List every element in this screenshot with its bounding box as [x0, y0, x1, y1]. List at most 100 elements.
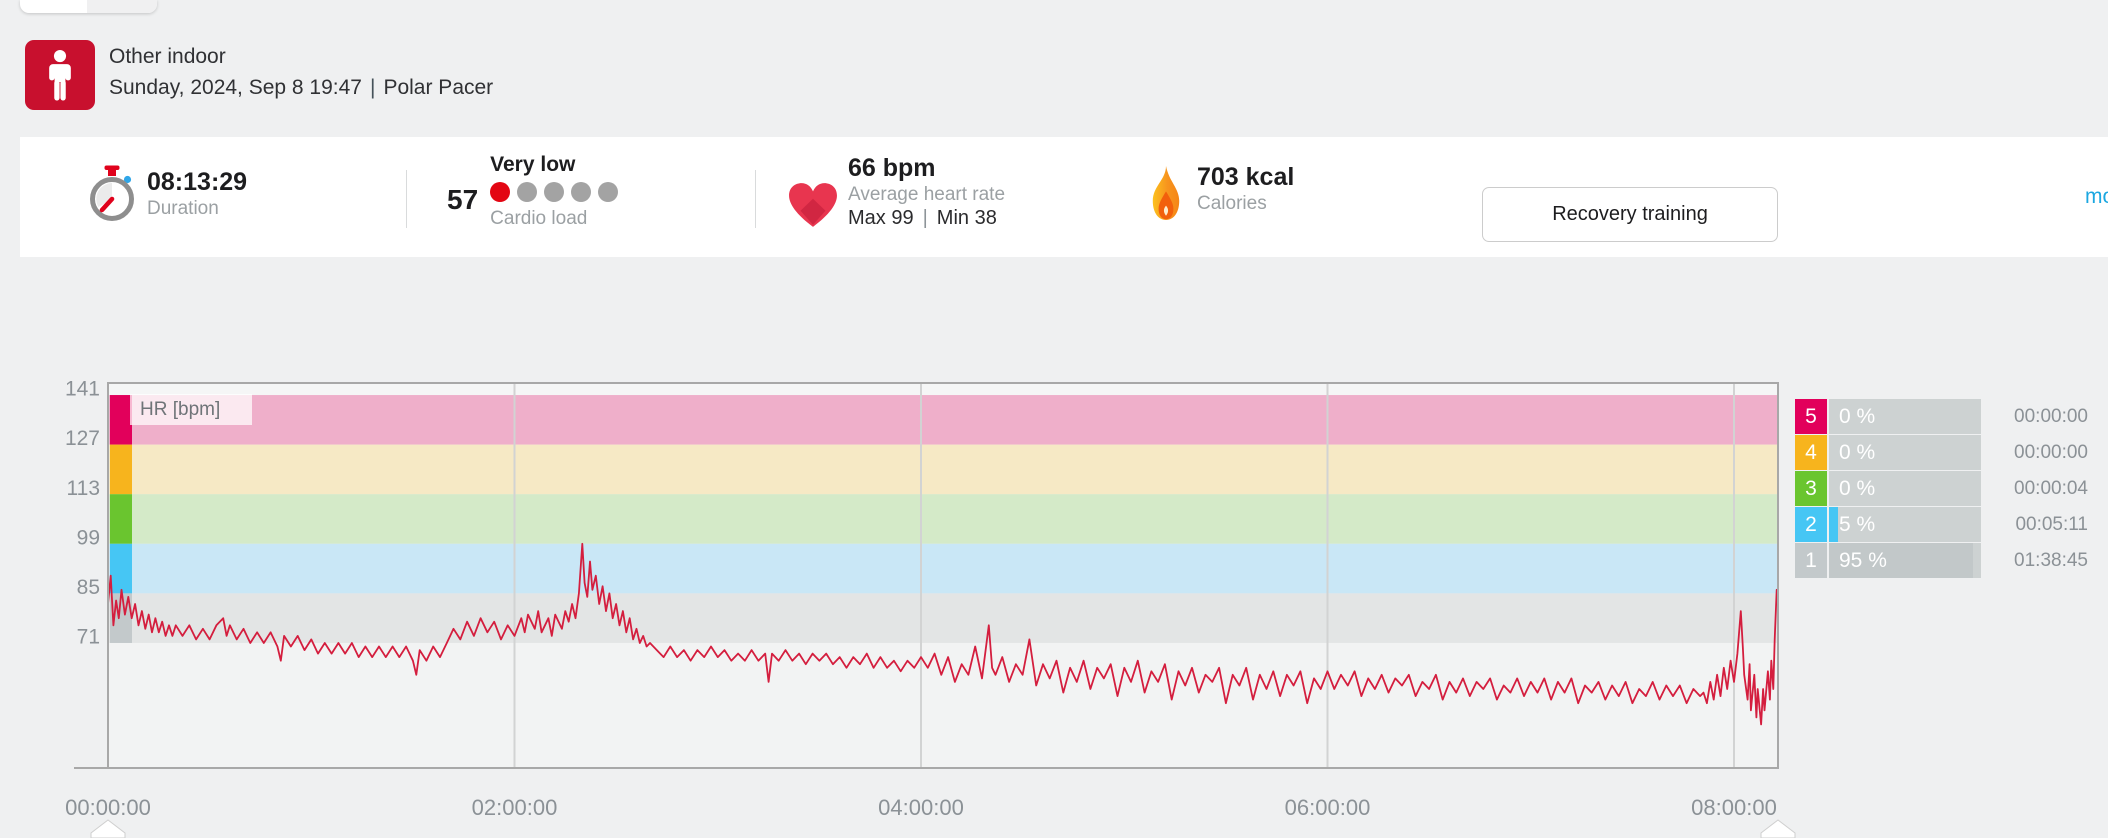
zone-indicator-block-3 — [110, 494, 132, 544]
cardio-load-score: 57 — [447, 184, 479, 215]
zone-percent-fill — [1829, 543, 1974, 578]
y-axis-label-71: 71 — [77, 626, 100, 649]
zone-percent-label: 5 % — [1839, 512, 1876, 536]
heart-icon — [789, 183, 837, 227]
duration-value: 08:13:29 — [147, 168, 248, 196]
person-standing-icon — [49, 49, 71, 101]
x-axis-label-06:00:00: 06:00:00 — [1285, 795, 1371, 820]
x-axis-label-04:00:00: 04:00:00 — [878, 795, 964, 820]
y-axis-label-141: 141 — [65, 378, 100, 401]
subtitle-separator: | — [369, 76, 376, 99]
hr-zone-row-1: 1 95 % 01:38:45 — [1795, 543, 2088, 578]
zone-band-2 — [108, 543, 1778, 594]
zone-percent-label: 0 % — [1839, 476, 1876, 500]
hr-max-min: Max 99 | Min 38 — [848, 207, 1005, 230]
hr-zone-row-4: 4 0 % 00:00:00 — [1795, 435, 2088, 470]
x-axis-label-02:00:00: 02:00:00 — [472, 795, 558, 820]
calories-label: Calories — [1197, 193, 1267, 214]
zone-number-badge: 3 — [1795, 471, 1827, 506]
activity-title: Other indoor — [109, 45, 226, 68]
hr-zone-legend: 5 0 % 00:00:00 4 0 % 00:00:00 3 0 % 00:00:04 2 5 %… — [1795, 399, 2088, 579]
hr-label-box — [130, 394, 252, 425]
heart-rate-icon-wrap — [788, 183, 838, 234]
zone-percent-label: 0 % — [1839, 440, 1876, 464]
maxmin-separator: | — [922, 207, 928, 229]
zone-percent-label: 0 % — [1839, 404, 1876, 428]
x-axis-label-00:00:00: 00:00:00 — [65, 795, 151, 820]
duration-stat: 08:13:29 Duration — [147, 169, 247, 221]
cardio-dot-inactive — [517, 182, 538, 202]
zone-number-badge: 2 — [1795, 507, 1827, 542]
duration-label: Duration — [147, 198, 219, 219]
stats-divider — [406, 170, 407, 228]
cutoff-popup-remnant — [20, 0, 157, 13]
zone-percent-bar: 5 % — [1829, 507, 1981, 542]
zone-band-3 — [108, 494, 1778, 544]
y-axis-label-127: 127 — [65, 427, 100, 450]
device-name: Polar Pacer — [383, 76, 494, 99]
zone-band-1 — [108, 593, 1778, 643]
band-above-zones — [108, 383, 1778, 396]
cardio-load-dots — [490, 182, 619, 202]
zone-time-label: 00:00:04 — [2014, 477, 2088, 499]
zone-percent-bar: 95 % — [1829, 543, 1981, 578]
more-link[interactable]: mo — [2085, 185, 2108, 208]
x-axis-label-08:00:00: 08:00:00 — [1691, 795, 1777, 820]
heart-rate-chart[interactable]: 141 127 113 99 85 71 00:00:00 02:00:00 04:00:00 0… — [0, 370, 2108, 838]
zone-percent-bar: 0 % — [1829, 399, 1981, 434]
zone-time-label: 01:38:45 — [2014, 549, 2088, 571]
sport-icon — [25, 40, 95, 110]
zone-number-badge: 5 — [1795, 399, 1827, 434]
slider-handle-right[interactable] — [1760, 819, 1796, 838]
zone-indicator-block-4 — [110, 444, 132, 495]
y-axis-label-85: 85 — [77, 576, 100, 599]
stats-divider — [755, 170, 756, 228]
zone-band-4 — [108, 444, 1778, 495]
avg-hr-value: 66 bpm — [848, 154, 936, 182]
hr-max: Max 99 — [848, 207, 914, 229]
hr-zone-row-3: 3 0 % 00:00:04 — [1795, 471, 2088, 506]
zone-percent-label: 95 % — [1839, 548, 1887, 572]
duration-icon — [90, 165, 134, 230]
zone-time-label: 00:00:00 — [2014, 405, 2088, 427]
zone-indicator-block-5 — [110, 395, 132, 445]
zone-percent-bar: 0 % — [1829, 471, 1981, 506]
cardio-load-stat: 57 Very low Cardio load — [447, 153, 619, 231]
cardio-load-level: Very low — [490, 153, 576, 176]
summary-stats-bar: 08:13:29 Duration 57 Very low Cardio loa… — [20, 137, 2108, 257]
y-axis-label-99: 99 — [77, 526, 100, 549]
activity-header: Other indoor Sunday, 2024, Sep 8 19:47 | P… — [25, 40, 493, 110]
zone-time-label: 00:05:11 — [2015, 513, 2088, 535]
cardio-load-label: Cardio load — [490, 208, 588, 229]
activity-date: Sunday, 2024, Sep 8 19:47 — [109, 76, 362, 99]
zone-percent-fill — [1829, 507, 1839, 542]
cardio-dot-inactive — [544, 182, 565, 202]
zone-indicator-block-2 — [110, 543, 132, 594]
activity-subtitle: Sunday, 2024, Sep 8 19:47 | Polar Pacer — [109, 72, 493, 104]
recovery-training-button[interactable]: Recovery training — [1482, 187, 1778, 242]
cardio-dot-inactive — [598, 182, 619, 202]
hr-min: Min 38 — [936, 207, 997, 229]
y-axis-label-113: 113 — [67, 477, 100, 500]
zone-number-badge: 4 — [1795, 435, 1827, 470]
hr-zone-row-2: 2 5 % 00:05:11 — [1795, 507, 2088, 542]
zone-band-5 — [108, 395, 1778, 445]
calories-value: 703 kcal — [1197, 163, 1295, 191]
chart-frame — [107, 382, 1779, 769]
slider-handle-left[interactable] — [90, 819, 126, 838]
stopwatch-icon — [90, 165, 134, 221]
heart-rate-stat: 66 bpm Average heart rate Max 99 | Min 38 — [848, 155, 1005, 230]
cardio-dot-active — [490, 182, 511, 202]
zone-time-label: 00:00:00 — [2014, 441, 2088, 463]
calories-stat: 703 kcal Calories — [1197, 164, 1294, 216]
flame-icon — [1152, 166, 1180, 220]
zone-number-badge: 1 — [1795, 543, 1827, 578]
avg-hr-label: Average heart rate — [848, 184, 1006, 205]
band-below-zones — [108, 642, 1778, 768]
hr-zone-row-5: 5 0 % 00:00:00 — [1795, 399, 2088, 434]
zone-percent-bar: 0 % — [1829, 435, 1981, 470]
calories-icon-wrap — [1150, 166, 1182, 226]
hr-line — [107, 542, 1778, 726]
hr-label-text: HR [bpm] — [140, 399, 220, 420]
